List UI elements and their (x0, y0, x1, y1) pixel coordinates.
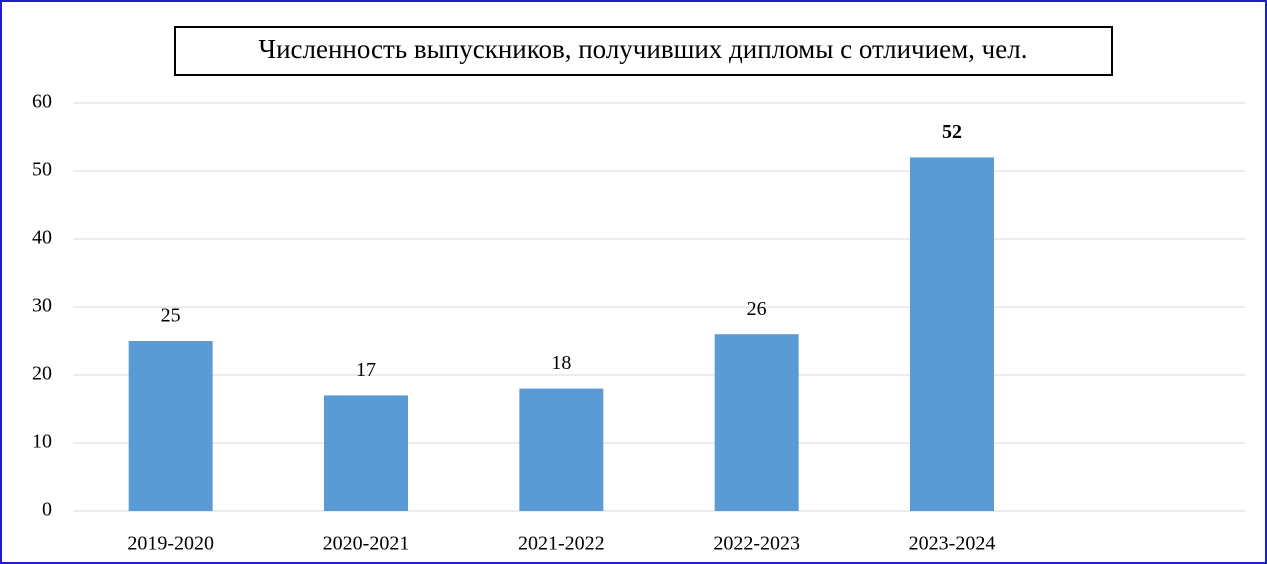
chart-title: Численность выпускников, получивших дипл… (259, 34, 1028, 64)
title-box (174, 26, 1113, 76)
y-tick-label: 30 (32, 295, 52, 317)
data-label: 18 (551, 352, 571, 374)
data-label: 17 (356, 359, 376, 381)
x-tick-label: 2019-2020 (127, 533, 214, 555)
y-tick-label: 20 (32, 363, 52, 385)
y-tick-label: 60 (32, 91, 52, 113)
y-tick-label: 10 (32, 431, 52, 453)
y-tick-label: 50 (32, 159, 52, 181)
data-label: 26 (747, 298, 767, 320)
data-label: 52 (942, 121, 962, 143)
bar (128, 341, 213, 511)
bar (519, 388, 604, 511)
y-tick-label: 0 (42, 499, 52, 521)
x-tick-label: 2023-2024 (909, 533, 996, 555)
bar (714, 334, 799, 511)
x-tick-label: 2021-2022 (518, 533, 605, 555)
bar (324, 395, 408, 511)
y-tick-label: 40 (32, 227, 52, 249)
x-tick-label: 2020-2021 (323, 533, 410, 555)
bar (910, 157, 994, 511)
data-label: 25 (161, 305, 181, 327)
x-tick-label: 2022-2023 (713, 533, 800, 555)
